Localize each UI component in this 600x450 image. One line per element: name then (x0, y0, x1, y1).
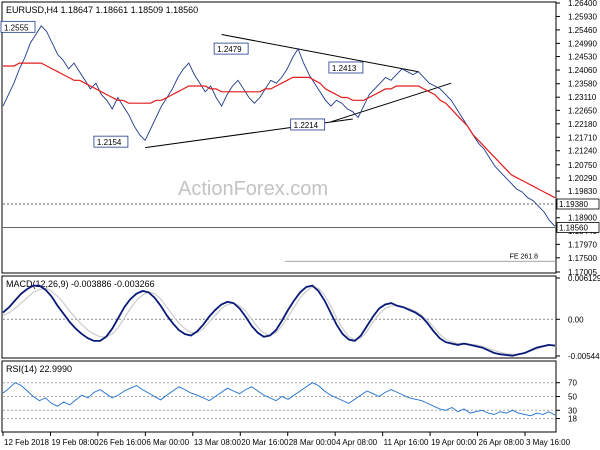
rsi-y-tick-label: 70 (568, 379, 577, 388)
price-y-tick-label: 1.24990 (568, 39, 597, 48)
x-tick-label: 3 May 16:00 (526, 438, 571, 447)
macd-series-signal (2, 286, 556, 355)
price-y-tick-label: 1.18900 (568, 214, 597, 223)
price-callouts: 1.2555 1.2154 1.2479 1.2214 1.2413 (0, 20, 364, 148)
macd-series-layer (2, 284, 556, 357)
price-callout-label: 1.2214 (294, 121, 319, 130)
x-tick-label: 12 Feb 2018 (4, 438, 49, 447)
price-callout-box (213, 42, 249, 55)
price-series-layer (2, 25, 556, 227)
x-tick-label: 13 Mar 08:00 (194, 438, 242, 447)
trendline (221, 34, 419, 73)
price-y-tick-label: 1.25460 (568, 26, 597, 35)
price-trendlines (145, 34, 452, 149)
macd-title: MACD(12,26,9) -0.003886 -0.003266 (6, 279, 155, 289)
watermark: ActionForex.com (178, 178, 328, 200)
price-y-axis: 1.26400 1.25930 1.25460 1.24990 1.24530 1.240… (556, 0, 597, 277)
price-series-ma (3, 62, 556, 199)
x-tick-label: 19 Feb 08:00 (51, 438, 99, 447)
price-series-price (2, 25, 556, 227)
price-level-label: 1.19380 (559, 200, 588, 209)
price-y-tick-label: 1.26400 (568, 0, 597, 8)
x-tick-label: 20 Mar 16:00 (241, 438, 289, 447)
price-level-box (556, 198, 600, 210)
price-callout-label: 1.2154 (97, 138, 122, 147)
price-panel-frame (1, 1, 557, 274)
price-y-tick-label: 1.21240 (568, 147, 597, 156)
x-tick-label: 28 Mar 00:00 (289, 438, 337, 447)
rsi-y-tick-label: 50 (568, 393, 577, 402)
macd-y-axis: 0.006129 0.00 -0.005446 (556, 274, 600, 361)
price-callout-label: 1.2413 (332, 64, 357, 73)
macd-panel-frame (1, 275, 557, 359)
price-callout-label: 1.2479 (217, 45, 242, 54)
price-y-tick-label: 1.24530 (568, 53, 597, 62)
price-y-tick-label: 1.22180 (568, 120, 597, 129)
macd-series-macd (2, 284, 556, 357)
x-tick-label: 19 Apr 00:00 (431, 438, 477, 447)
rsi-y-tick-label: 18 (568, 415, 577, 424)
price-callout-box (290, 118, 326, 131)
macd-y-tick-label: 0.00 (568, 315, 584, 324)
price-y-tick-label: 1.20750 (568, 161, 597, 170)
rsi-y-tick-label: 30 (568, 406, 577, 415)
price-y-tick-label: 1.20290 (568, 174, 597, 183)
price-y-tick-label: 1.17005 (568, 268, 597, 277)
x-tick-label: 4 Apr 08:00 (336, 438, 377, 447)
price-y-tick-label: 1.23580 (568, 80, 597, 89)
price-y-tick-label: 1.17500 (568, 254, 597, 263)
price-y-tick-label: 1.19830 (568, 187, 597, 196)
price-y-tick-label: 1.25930 (568, 12, 597, 21)
price-y-tick-label: 1.17970 (568, 240, 597, 249)
x-tick-label: 26 Apr 08:00 (479, 438, 525, 447)
rsi-series-layer (2, 382, 556, 420)
rsi-series-rsi (2, 382, 556, 417)
price-callout-box (328, 61, 364, 74)
macd-y-tick-label: -0.005446 (568, 352, 600, 361)
rsi-title: RSI(14) 22.9990 (6, 364, 72, 374)
price-y-tick-label: 1.21710 (568, 133, 597, 142)
x-tick-label: 11 Apr 16:00 (384, 438, 429, 447)
price-y-tick-label: 1.22650 (568, 106, 597, 115)
price-level-box (556, 222, 600, 233)
x-axis: 12 Feb 2018 19 Feb 08:00 26 Feb 16:00 6 Mar… (2, 432, 571, 447)
price-callout-box (93, 135, 129, 148)
price-y-tick-label: 1.24060 (568, 66, 597, 75)
price-y-tick-label: 1.23110 (568, 93, 597, 102)
price-level-label: 1.18560 (559, 223, 588, 232)
x-tick-label: 6 Mar 00:00 (146, 438, 189, 447)
price-callout-label: 1.2555 (4, 23, 29, 32)
x-tick-label: 26 Feb 16:00 (99, 438, 147, 447)
trendline (330, 82, 452, 123)
macd-y-tick-label: 0.006129 (568, 274, 600, 283)
price-callout-box (0, 20, 36, 33)
price-title: EURUSD,H4 1.18647 1.18661 1.18509 1.1856… (6, 5, 198, 15)
fe-level-label: FE 261.8 (510, 253, 539, 260)
price-levels: 1.19380 1.18560 FE 261.8 (3, 198, 600, 262)
